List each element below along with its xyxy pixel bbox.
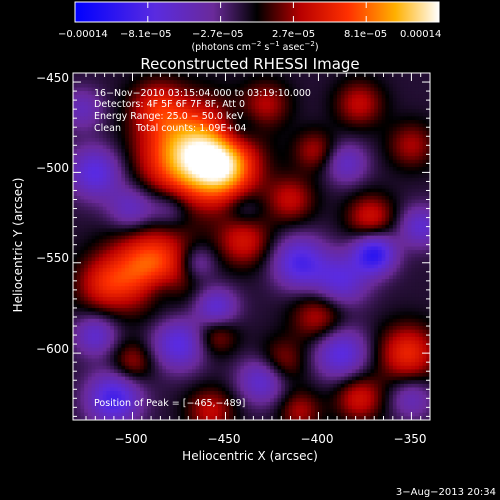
- colorbar-label-3: 2.7e−05: [272, 29, 315, 40]
- heatmap-image: [73, 73, 430, 420]
- x-tick-label: −350: [394, 432, 427, 446]
- colorbar-label-2: −2.7e−05: [192, 29, 244, 40]
- annotation-method: Clean Total counts: 1.09E+04: [94, 123, 246, 134]
- y-axis-label: Heliocentric Y (arcsec): [11, 178, 25, 313]
- colorbar-label-0: −0.00014: [58, 29, 108, 40]
- axis-ticks: [73, 72, 431, 420]
- colorbar-label-4: 8.1e−05: [344, 29, 387, 40]
- x-tick-label: −500: [115, 432, 148, 446]
- colorbar-unit: (photons cm−2 s−1 asec−2): [191, 40, 318, 53]
- y-tick-label: −500: [36, 161, 69, 175]
- x-tick-label: −450: [208, 432, 241, 446]
- annotation-peak: Position of Peak = [−465,−489]: [94, 398, 245, 409]
- footer-date: 3−Aug−2013 20:34: [396, 487, 496, 498]
- x-axis-label: Heliocentric X (arcsec): [182, 449, 318, 463]
- annotation-detectors: Detectors: 4F 5F 6F 7F 8F, Att 0: [94, 99, 245, 110]
- annotation-time-range: 16−Nov−2010 03:15:04.000 to 03:19:10.000: [94, 88, 311, 99]
- y-tick-label: −450: [36, 71, 69, 85]
- colorbar-ticks: [74, 2, 440, 22]
- colorbar-label-1: −8.1e−05: [120, 29, 172, 40]
- plot-frame: [72, 72, 431, 421]
- chart-title: Reconstructed RHESSI Image: [140, 55, 359, 73]
- x-tick-label: −400: [301, 432, 334, 446]
- y-tick-label: −550: [36, 251, 69, 265]
- colorbar: −0.00014 −8.1e−05 −2.7e−05 2.7e−05 8.1e−…: [58, 1, 441, 53]
- colorbar-gradient: [75, 2, 439, 22]
- colorbar-label-5: 0.00014: [400, 29, 441, 40]
- y-tick-label: −600: [36, 342, 69, 356]
- colorbar-frame: [74, 1, 440, 23]
- annotation-energy: Energy Range: 25.0 − 50.0 keV: [94, 111, 244, 122]
